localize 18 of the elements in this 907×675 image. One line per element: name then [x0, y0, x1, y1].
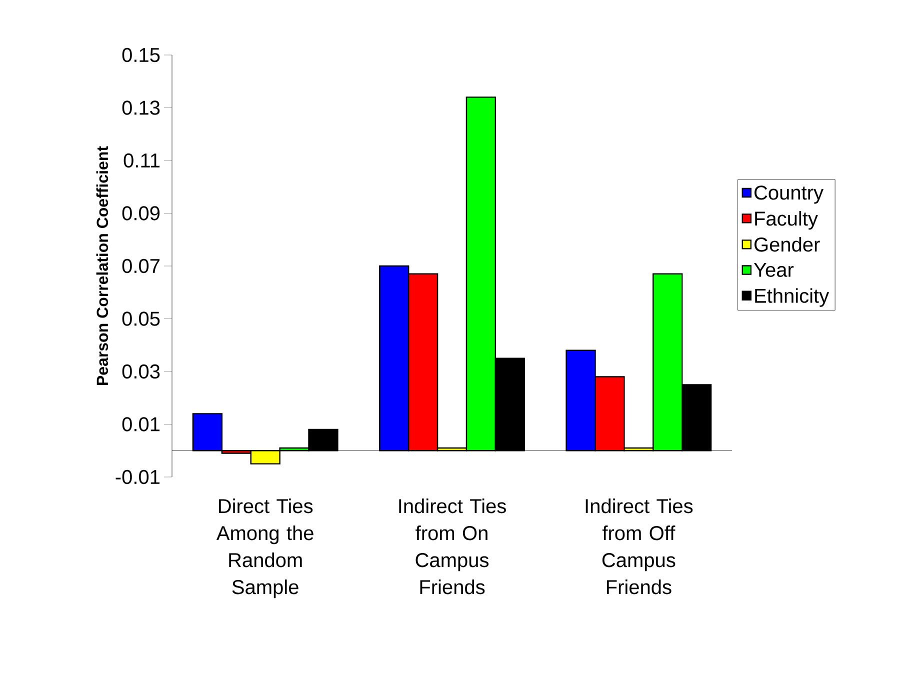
x-tick-label: Direct Ties Among the Random Sample: [216, 498, 314, 598]
x-tick-label: Indirect Ties from On Campus Friends: [399, 498, 506, 594]
legend-label: Ethnicity: [755, 288, 830, 307]
legend-label: Country: [754, 186, 824, 204]
y-tick-label: 0.13: [122, 100, 160, 115]
legend-label: Faculty: [755, 211, 818, 230]
y-tick-label: 0.11: [124, 153, 160, 168]
legend-label: Year: [754, 262, 794, 277]
y-tick-label: -0.01: [116, 470, 160, 484]
legend-label: Gender: [754, 237, 820, 252]
y-tick-label: 0.05: [122, 312, 160, 326]
y-tick-label: 0.09: [122, 206, 160, 220]
y-tick-label: 0.03: [122, 364, 160, 379]
y-tick-label: 0.01: [122, 417, 160, 432]
y-tick-label: 0.15: [122, 48, 160, 62]
x-tick-label: Indirect Ties from Off Campus Friends: [586, 498, 693, 594]
y-axis-title: Pearson Correlation Coefficient: [96, 146, 108, 385]
y-tick-label: 0.07: [122, 258, 160, 274]
